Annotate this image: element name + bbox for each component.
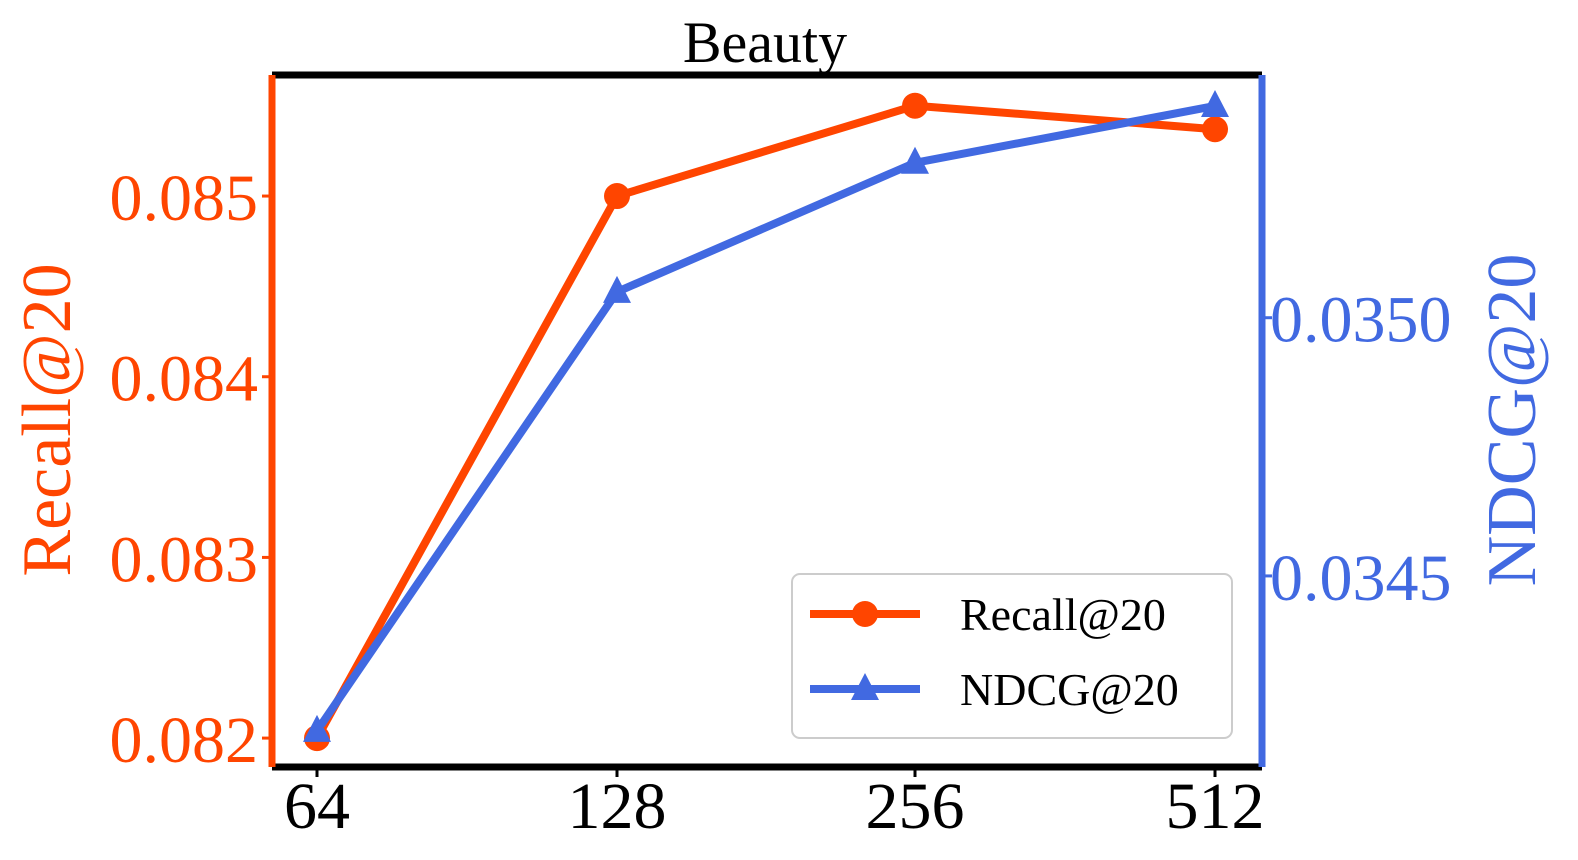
ndcg-data-point — [901, 146, 929, 174]
y-axis-right-label: NDCG@20 — [1474, 254, 1551, 587]
x-tick-label: 256 — [866, 770, 965, 843]
recall-data-point — [902, 92, 928, 119]
legend: Recall@20 NDCG@20 — [791, 573, 1233, 739]
x-tick-label: 64 — [284, 770, 350, 843]
y-axis-left-label: Recall@20 — [9, 263, 86, 576]
y-left-tick-label: 0.082 — [110, 704, 259, 777]
ndcg-data-point — [303, 714, 331, 742]
series-line-recall — [313, 101, 1216, 741]
y-right-tick-label: 0.0350 — [1270, 284, 1452, 357]
y-left-tick-label: 0.084 — [110, 343, 259, 416]
series-line-ndcg — [313, 102, 1216, 734]
axes-frame — [268, 71, 1266, 771]
y-right-tick-label: 0.0345 — [1270, 542, 1452, 615]
recall-data-point — [1202, 116, 1228, 143]
series-lines — [313, 101, 1216, 741]
legend-ndcg-marker — [851, 673, 879, 700]
tick-labels: 64 128 256 512 0.082 0.083 0.084 0.085 0.0345 0.0… — [110, 162, 1452, 843]
ndcg-data-point — [603, 275, 631, 303]
chart-title: Beauty — [683, 10, 847, 75]
recall-data-point — [604, 183, 630, 210]
legend-recall-label: Recall@20 — [960, 589, 1166, 640]
legend-ndcg-label: NDCG@20 — [960, 664, 1179, 715]
y-left-tick-label: 0.085 — [110, 162, 259, 235]
x-tick-label: 128 — [568, 770, 667, 843]
y-left-tick-label: 0.083 — [110, 523, 259, 596]
series-markers — [303, 89, 1229, 752]
ndcg-data-point — [1201, 89, 1229, 117]
legend-recall-marker — [852, 601, 878, 627]
x-tick-label: 512 — [1166, 770, 1265, 843]
